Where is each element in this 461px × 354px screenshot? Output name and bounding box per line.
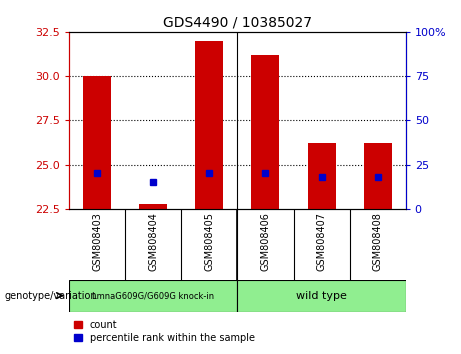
Text: GSM808407: GSM808407: [317, 212, 326, 272]
Bar: [251, 55, 279, 209]
Title: GDS4490 / 10385027: GDS4490 / 10385027: [163, 15, 312, 29]
Text: GSM808405: GSM808405: [204, 212, 214, 272]
Text: GSM808408: GSM808408: [372, 212, 383, 271]
Text: GSM808404: GSM808404: [148, 212, 158, 271]
Bar: [69, 280, 237, 312]
Text: wild type: wild type: [296, 291, 347, 301]
Bar: [83, 76, 111, 209]
Legend: count, percentile rank within the sample: count, percentile rank within the sample: [74, 320, 254, 343]
Bar: [307, 143, 336, 209]
Bar: [139, 204, 167, 209]
Text: LmnaG609G/G609G knock-in: LmnaG609G/G609G knock-in: [92, 291, 214, 300]
Bar: [195, 41, 224, 209]
Bar: [237, 280, 406, 312]
Text: GSM808406: GSM808406: [260, 212, 271, 271]
Bar: [364, 143, 392, 209]
Text: genotype/variation: genotype/variation: [5, 291, 97, 301]
Text: GSM808403: GSM808403: [92, 212, 102, 271]
